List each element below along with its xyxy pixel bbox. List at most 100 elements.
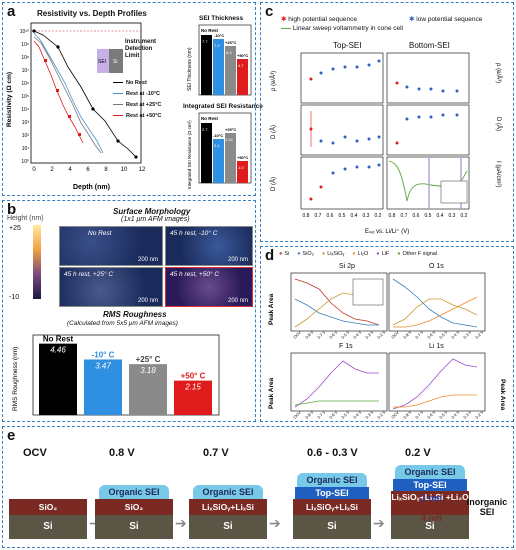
a-ytick: 10⁷ <box>22 68 30 74</box>
panel-e-label: e <box>7 427 16 444</box>
c-xtick: 0.2 <box>461 213 468 219</box>
stage-title: 0.8 V <box>109 447 135 459</box>
thickness-chart: SEI Thickness (nm) No Rest -10°C +25°C +… <box>187 24 252 96</box>
thickness-label-m10: -10°C <box>214 33 224 38</box>
rms-bar <box>129 364 167 415</box>
d-xtick: 0.4 V <box>450 329 460 339</box>
rms-bar-label: +25° C <box>136 355 161 364</box>
rms-bar <box>39 343 77 415</box>
top-sei-layer: Top-SEI <box>393 479 467 491</box>
afm-scalebar-1: 200 nm <box>137 257 158 263</box>
colorbar-label: Height (nm) <box>7 215 44 222</box>
c-xtick: 0.5 <box>339 213 346 219</box>
c-xtick: 0.8 <box>389 213 396 219</box>
afm-image-norest: No Rest 200 nm <box>59 226 163 266</box>
d-legend-item: ● LiF <box>376 251 390 257</box>
i-label-right: I (μA/cm²) <box>495 161 501 187</box>
sio2-layer: LiₓSiOᵧ+LiₓSi +Li₂O <box>391 491 469 515</box>
afm-label-p50: 45 h rest, +50° C <box>170 271 220 278</box>
sio2-layer: LiₓSiOᵧ+LiₓSi <box>293 499 371 515</box>
d-xtick: 0.3 V <box>462 329 472 339</box>
c-xtick: 0.7 <box>315 213 322 219</box>
sio2-layer: LiₓSiOᵧ+LiₓSi <box>189 499 267 515</box>
d-xtick: 0.3 V <box>364 329 374 339</box>
d-xtick: OCV <box>292 410 302 420</box>
d-label-left-2: D (Å) <box>270 177 277 191</box>
a-ytick: 10⁹ <box>21 42 29 48</box>
top-sei-title: Top-SEI <box>333 41 362 50</box>
si-layer: Si <box>95 515 173 539</box>
afm-scalebar-4: 200 nm <box>227 298 248 304</box>
thickness-ylabel: SEI Thickness (nm) <box>187 47 193 91</box>
d-xtick: 0.3 V <box>462 409 472 419</box>
panel-b: b Surface Morphology (1x1 μm AFM images)… <box>2 200 256 422</box>
panel-d-legend: ● Si ● SiO₂ ● LiₓSiOᵧ ● Li₂O ● LiF ● Other F signal <box>279 251 437 257</box>
c-xtick: 0.3 <box>363 213 370 219</box>
stage-arrow-icon: ➔ <box>175 515 187 531</box>
d-xtick: 0.7 V <box>414 329 424 339</box>
legend-plus25: Rest at +25°C <box>113 100 161 111</box>
inset-si-box <box>109 49 123 73</box>
legend-lsv: Linear sweep voltammetry in cone cell <box>292 25 404 32</box>
top-sei-layer: Top-SEI <box>295 487 369 499</box>
inset-si-label: Si <box>113 59 117 65</box>
a-xtick: 12 <box>139 167 146 173</box>
d-xtick: OCV <box>390 330 400 340</box>
a-xtick: 0 <box>32 167 36 173</box>
resistance-value-norest: 2.7 <box>202 127 208 132</box>
d-xtick: 0.6 V <box>328 329 338 339</box>
c-xtick: 0.4 <box>437 213 444 219</box>
si2p-title: Si 2p <box>339 263 355 270</box>
d-xtick: 0.3 V <box>364 409 374 419</box>
peak-area-label-1: Peak Area <box>268 293 275 325</box>
c-xtick: 0.7 <box>401 213 408 219</box>
a-xtick: 8 <box>104 167 108 173</box>
a-ytick: 10¹⁰ <box>20 29 29 35</box>
a-ytick: 10² <box>22 133 30 139</box>
series-no-rest <box>33 30 137 158</box>
panel-a-title: Resistivity vs. Depth Profiles <box>37 9 147 18</box>
panel-c-label: c <box>265 3 274 20</box>
rms-bar-label: +50° C <box>181 372 206 381</box>
panel-c-legend: ✱ high potential sequence ✱ low potentia… <box>281 16 483 32</box>
thickness-label-norest: No Rest <box>201 28 219 33</box>
thickness-value-p25: 6.3 <box>226 50 232 55</box>
panel-c-xlabel: Eₛₑᵢ vs. Li/Li⁺ (V) <box>365 228 409 235</box>
a-xtick: 6 <box>86 167 90 173</box>
inset-sei-box <box>97 49 109 73</box>
resistance-bar-p25 <box>225 133 236 183</box>
resistance-value-m10: 2.4 <box>214 143 220 148</box>
c-xtick: 0.6 <box>327 213 334 219</box>
stage-title: 0.7 V <box>203 447 229 459</box>
afm-image-p25: 45 h rest, +25° C 200 nm <box>59 267 163 307</box>
series-plus25 <box>33 36 102 154</box>
series-minus10 <box>33 32 104 154</box>
thickness-label-p50: +50°C <box>237 53 248 58</box>
c-xtick: 0.6 <box>413 213 420 219</box>
d-xtick: 0.6 V <box>328 409 338 419</box>
rms-bar-label: -10° C <box>92 350 115 359</box>
d-xtick: 0.2 V <box>474 409 484 419</box>
panel-c: c ✱ high potential sequence ✱ low potent… <box>260 2 514 242</box>
thickness-value-norest: 7.7 <box>202 39 208 44</box>
panel-d-plots: Peak Area Peak Area Peak Area OCV 0.8 V 0.… <box>268 272 506 420</box>
panel-a-label: a <box>7 3 16 20</box>
resistivity-ylabel: Resistivity (Ω cm) <box>6 72 13 127</box>
a-ytick: 10⁶ <box>21 81 29 87</box>
resistance-chart: Integrated SEI Resistance (Ω cm²) No Res… <box>187 112 252 189</box>
c-xtick: 0.3 <box>449 213 456 219</box>
thickness-bar-p25 <box>225 46 236 95</box>
d-xtick: 0.5 V <box>340 329 350 339</box>
colorbar <box>33 225 41 299</box>
d-xtick: 0.8 V <box>304 409 314 419</box>
d-xtick: 0.5 V <box>340 409 350 419</box>
d-legend-item: ● SiO₂ <box>297 251 314 257</box>
c-xtick: 0.5 <box>425 213 432 219</box>
thickness-bar-norest <box>201 35 212 95</box>
d-xtick: 0.5 V <box>438 409 448 419</box>
d-label-left-1: D (Å) <box>270 125 277 139</box>
c-xtick: 0.8 <box>303 213 310 219</box>
d-xtick: 0.6 V <box>426 409 436 419</box>
afm-image-m10: 45 h rest, -10° C 200 nm <box>165 226 253 266</box>
afm-label-m10: 45 h rest, -10° C <box>170 230 218 237</box>
